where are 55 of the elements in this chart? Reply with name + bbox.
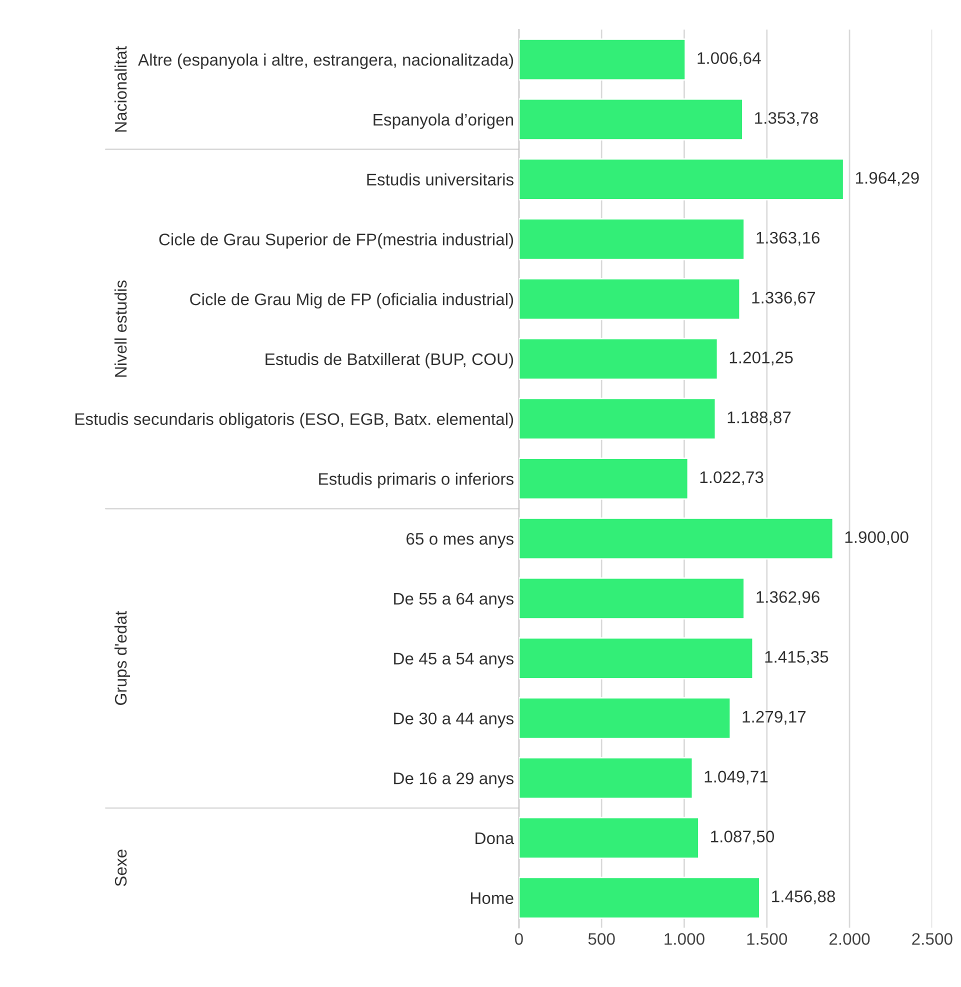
bar bbox=[518, 98, 744, 140]
y-tick-label: De 55 a 64 anys bbox=[394, 592, 514, 608]
data-label: 1.900,00 bbox=[845, 531, 908, 546]
bar bbox=[518, 697, 732, 740]
bar bbox=[518, 218, 745, 260]
bar bbox=[518, 278, 741, 320]
bar bbox=[518, 518, 834, 560]
x-tick-label: 1.500 bbox=[747, 933, 788, 945]
bar bbox=[518, 158, 844, 200]
data-label: 1.362,96 bbox=[756, 591, 820, 605]
x-tick-label: 2.500 bbox=[912, 933, 952, 945]
bar bbox=[518, 458, 689, 500]
bar bbox=[518, 876, 760, 919]
bar bbox=[518, 816, 700, 860]
x-tick-label: 2.000 bbox=[830, 933, 870, 945]
y-tick-label: Estudis de Batxillerat (BUP, COU) bbox=[266, 352, 514, 368]
bar bbox=[518, 398, 716, 440]
bar bbox=[518, 577, 745, 620]
text: Sexe bbox=[114, 850, 127, 886]
data-label: 1.456,88 bbox=[772, 890, 836, 904]
data-label: 1.022,73 bbox=[700, 471, 764, 486]
y-tick-label: Estudis secundaris obligatoris (ESO, EGB, Batx. elemental) bbox=[75, 412, 514, 428]
y-tick-label: Espanyola d’origen bbox=[374, 113, 514, 129]
data-label: 1.363,16 bbox=[756, 232, 820, 246]
x-tick-label: 1.000 bbox=[664, 933, 704, 945]
data-label: 1.964,29 bbox=[856, 172, 919, 186]
text: Nivell estudis bbox=[114, 280, 127, 377]
data-label: 1.049,71 bbox=[704, 770, 768, 785]
y-tick-label: Altre (espanyola i altre, estrangera, nacionalitzada) bbox=[138, 54, 514, 70]
y-tick-label: 65 o mes anys bbox=[406, 532, 514, 548]
y-tick-label: Estudis universitaris bbox=[367, 173, 514, 186]
y-tick-label: Home bbox=[470, 892, 514, 904]
y-tick-label: Cicle de Grau Superior de FP(mestria industrial) bbox=[159, 233, 514, 249]
text: Nacionalitat bbox=[114, 46, 127, 132]
y-tick-label: Dona bbox=[476, 832, 514, 844]
x-tick-label: 0 bbox=[514, 933, 523, 945]
x-tick-label: 500 bbox=[588, 933, 615, 945]
y-tick-label: De 30 a 44 anys bbox=[394, 712, 514, 728]
y-tick-label: De 45 a 54 anys bbox=[394, 652, 514, 668]
y-tick-label: De 16 a 29 anys bbox=[394, 772, 514, 788]
data-label: 1.188,87 bbox=[728, 411, 791, 426]
data-label: 1.336,67 bbox=[752, 292, 816, 306]
bar bbox=[518, 757, 694, 800]
bar bbox=[518, 637, 754, 680]
text: Grups d'edat bbox=[114, 610, 130, 705]
data-label: 1.279,17 bbox=[742, 710, 806, 725]
y-tick-label: Cicle de Grau Mig de FP (oficialia industrial) bbox=[190, 293, 514, 309]
y-tick-label: Estudis primaris o inferiors bbox=[319, 472, 514, 488]
data-label: 1.353,78 bbox=[755, 112, 818, 126]
data-label: 1.006,64 bbox=[698, 52, 761, 66]
bar bbox=[518, 338, 718, 380]
data-label: 1.415,35 bbox=[765, 651, 828, 665]
bar bbox=[518, 38, 686, 81]
data-label: 1.087,50 bbox=[711, 830, 774, 844]
data-label: 1.201,25 bbox=[730, 352, 793, 366]
